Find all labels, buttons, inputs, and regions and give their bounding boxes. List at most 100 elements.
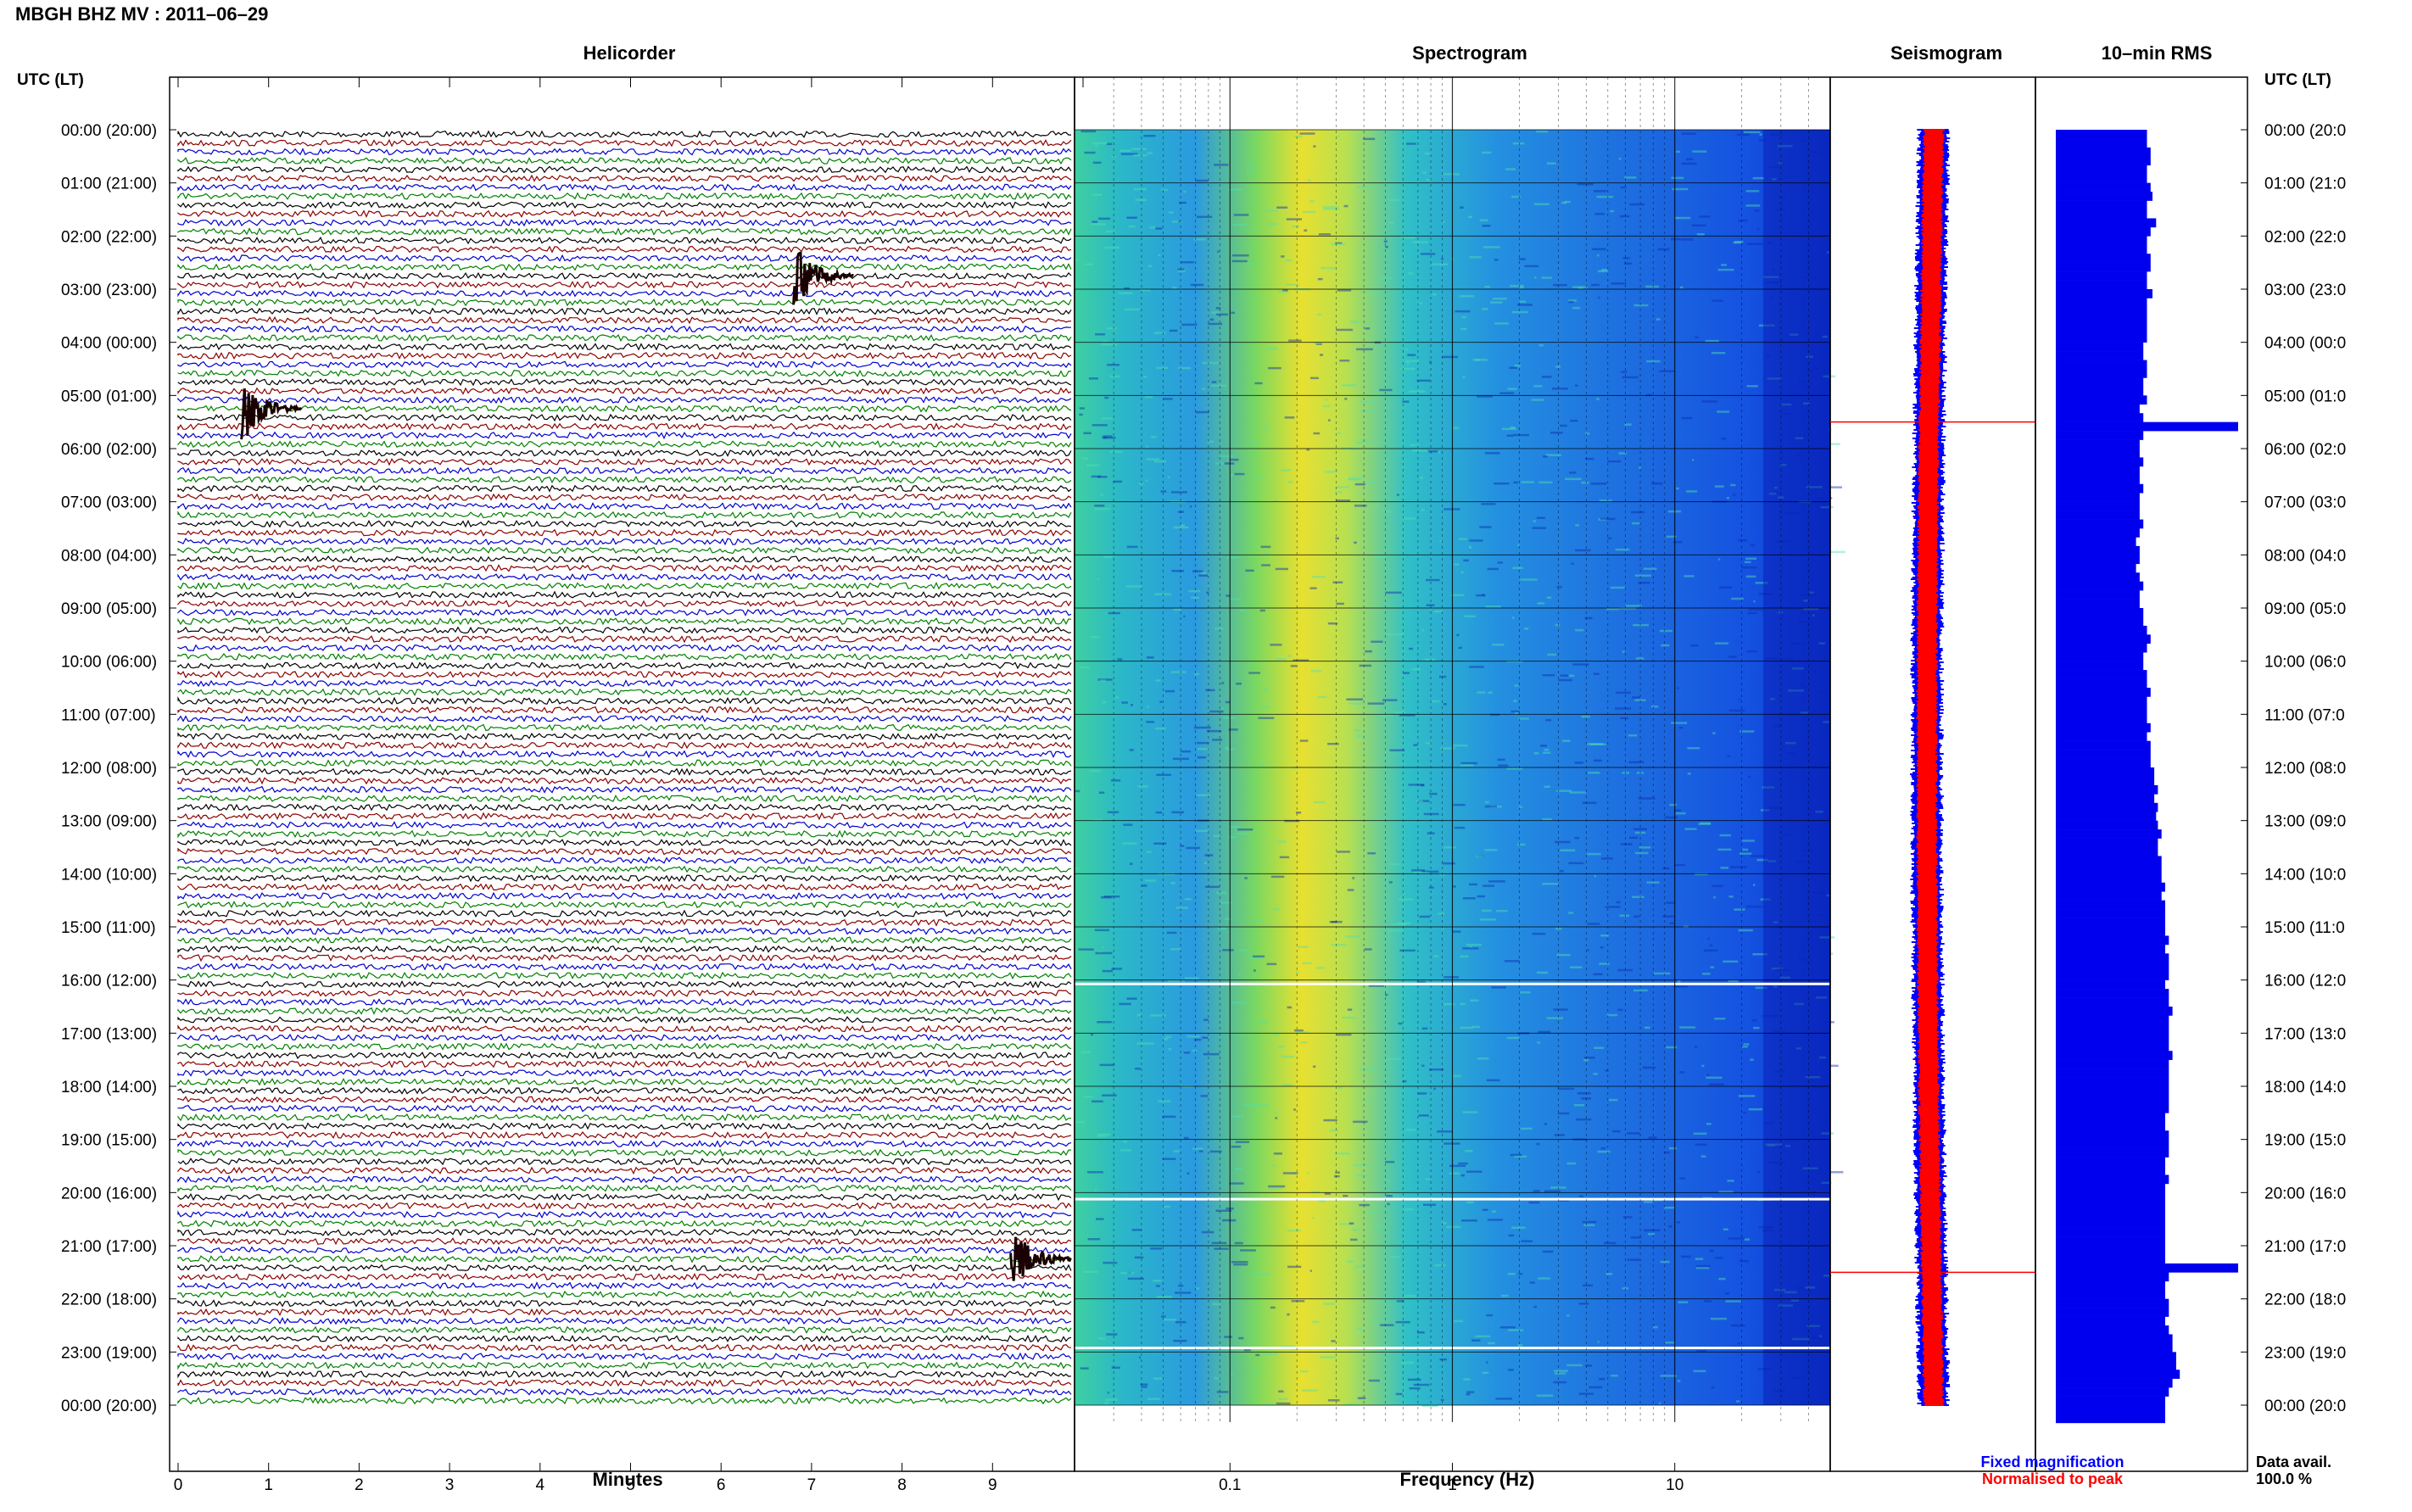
spectrogram-speckle — [1419, 915, 1431, 918]
spectrogram-speckle — [1295, 812, 1302, 814]
spectrogram-speckle — [1175, 1320, 1186, 1324]
legend-fixed-magnification: Fixed magnification — [1980, 1453, 2124, 1470]
helicorder-xtick-label: 7 — [807, 1476, 817, 1494]
spectrogram-speckle — [1479, 918, 1497, 921]
spectrogram-speckle — [1092, 161, 1102, 165]
hour-label-right: 10:00 (06:0 — [2264, 654, 2346, 672]
spectrogram-speckle — [1103, 437, 1116, 439]
spectrogram-speckle — [1696, 1350, 1707, 1353]
spectrogram-speckle — [1657, 248, 1670, 251]
spectrogram-speckle — [1463, 1378, 1471, 1381]
spectrogram-speckle — [1469, 539, 1483, 542]
left-axis-label: UTC (LT) — [17, 71, 84, 89]
spectrogram-speckle — [1244, 262, 1256, 265]
spectrogram-speckle — [1469, 946, 1472, 948]
spectrogram-speckle — [1568, 862, 1584, 865]
spectrogram-speckle — [1418, 1114, 1429, 1117]
spectrogram-speckle — [1217, 250, 1220, 254]
helicorder-xtick-label: 1 — [264, 1476, 273, 1494]
spectrogram-speckle — [1717, 848, 1732, 851]
spectrogram-speckle — [1125, 585, 1142, 588]
spectrogram-speckle — [1492, 298, 1507, 300]
spectrogram-speckle — [1593, 672, 1600, 675]
spectrogram-speckle — [1192, 570, 1203, 572]
spectrogram-speckle — [1469, 666, 1484, 668]
spectrogram-speckle — [1156, 1296, 1172, 1298]
helicorder-trace — [177, 953, 1072, 962]
spectrogram-speckle — [1518, 1273, 1523, 1275]
spectrogram-speckle — [1593, 759, 1602, 762]
helicorder-trace — [177, 537, 1072, 546]
rms-bar — [2056, 802, 2158, 812]
helicorder-trace — [177, 617, 1072, 626]
spectrogram-speckle — [1439, 1358, 1447, 1361]
rms-bar — [2056, 723, 2151, 733]
spectrogram-speckle — [1660, 1375, 1678, 1377]
spectrogram-speckle — [1460, 1026, 1473, 1029]
spectrogram-speckle — [1359, 664, 1372, 667]
helicorder-trace — [177, 1113, 1072, 1122]
spectrogram-speckle — [1147, 706, 1150, 708]
spectrogram-speckle — [1147, 1398, 1160, 1400]
rms-bar — [2056, 1325, 2169, 1335]
spectrogram-speckle — [1465, 1150, 1473, 1152]
spectrogram-speckle — [1104, 1402, 1108, 1404]
rms-bar — [2056, 1139, 2169, 1149]
spectrogram-speckle — [1102, 700, 1107, 704]
spectrogram-speckle — [1151, 436, 1157, 438]
spectrogram-speckle — [1501, 1294, 1509, 1297]
spectrogram-speckle — [1661, 644, 1670, 647]
spectrogram-speckle — [1097, 678, 1113, 681]
hour-label-right: 01:00 (21:0 — [2264, 176, 2346, 193]
spectrogram-speckle — [1600, 1147, 1605, 1150]
helicorder-trace — [177, 1068, 1072, 1078]
helicorder-trace — [177, 315, 1072, 325]
spectrogram-speckle — [1163, 398, 1173, 400]
spectrogram-speckle — [1827, 486, 1842, 488]
spectrogram-speckle — [1343, 204, 1348, 208]
spectrogram-speckle — [1209, 710, 1224, 713]
spectrogram-speckle — [1587, 949, 1589, 951]
spectrogram-speckle — [1491, 986, 1506, 989]
spectrogram-speckle — [1560, 674, 1569, 677]
spectrogram-speckle — [1322, 1303, 1335, 1305]
spectrogram-speckle — [1407, 1378, 1421, 1381]
spectrogram-speckle — [1212, 739, 1222, 741]
spectrogram-speckle — [1222, 1219, 1237, 1222]
hour-label-right: 12:00 (08:0 — [2264, 760, 2346, 778]
spectrogram-speckle — [1680, 238, 1694, 241]
spectrogram-speckle — [1488, 1342, 1495, 1345]
spectrogram-speckle — [1695, 1143, 1707, 1147]
spectrogram-speckle — [1337, 135, 1340, 138]
helicorder-trace — [177, 1325, 1072, 1334]
spectrogram-speckle — [1231, 311, 1235, 315]
spectrogram-speckle — [1216, 313, 1229, 316]
spectrogram-speckle — [1184, 898, 1192, 901]
spectrogram-speckle — [1105, 230, 1116, 233]
spectrogram-speckle — [1195, 829, 1209, 832]
right-axis-label: UTC (LT) — [2264, 71, 2331, 89]
spectrogram-speckle — [1599, 1378, 1605, 1381]
spectrogram-speckle — [1736, 1400, 1740, 1403]
hour-label-right: 16:00 (12:0 — [2264, 973, 2346, 990]
hour-label-left: 18:00 (14:00) — [61, 1079, 157, 1096]
spectrogram-speckle — [1258, 717, 1275, 719]
spectrogram-speckle — [1411, 869, 1426, 872]
spectrogram-speckle — [1599, 499, 1612, 502]
spectrogram-speckle — [1288, 339, 1302, 342]
spectrogram-speckle — [1348, 477, 1364, 480]
spectrogram-speckle — [1756, 858, 1768, 862]
spectrogram-speckle — [1594, 190, 1607, 192]
rms-bar — [2056, 377, 2144, 388]
spectrogram-speckle — [1100, 896, 1112, 899]
spectrogram-speckle — [1750, 855, 1766, 857]
rms-bar — [2056, 545, 2140, 555]
spectrogram-speckle — [1449, 1172, 1460, 1174]
helicorder-trace — [177, 883, 1072, 891]
spectrogram-speckle — [1471, 1339, 1481, 1342]
spectrogram-speckle — [1492, 644, 1505, 646]
spectrogram-speckle — [1746, 905, 1763, 908]
spectrogram-speckle — [1173, 757, 1189, 761]
spectrogram-speckle — [1690, 644, 1699, 647]
spectrogram-speckle — [1620, 717, 1628, 720]
